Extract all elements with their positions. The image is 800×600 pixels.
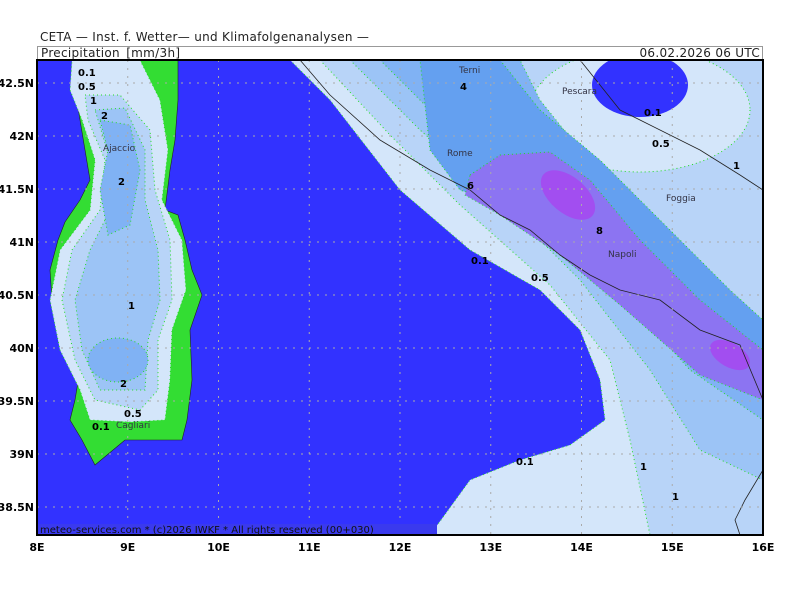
city-ajaccio: Ajaccio: [103, 144, 136, 154]
lat-tick-label: 42.5N: [0, 77, 34, 90]
lat-tick-label: 42N: [9, 130, 34, 143]
title-bar: [37, 46, 763, 60]
contour-label: 8: [596, 226, 603, 237]
contour-label: 0.1: [92, 422, 110, 433]
contour-label: 0.5: [652, 139, 670, 150]
organization-title: CETA — Inst. f. Wetter— und Klimafolgena…: [40, 30, 370, 44]
contour-label: 0.5: [124, 409, 142, 420]
contour-label: 2: [101, 111, 108, 122]
island-precip-2: [99, 119, 141, 236]
contour-label: 1: [90, 96, 97, 107]
lat-tick-label: 40N: [9, 342, 34, 355]
contour-label: 2: [120, 379, 127, 390]
valid-datetime: 06.02.2026 06 UTC: [639, 46, 760, 60]
lat-lon-grid: [37, 60, 763, 535]
lat-tick-label: 41N: [9, 236, 34, 249]
contour-label: 4: [460, 82, 467, 93]
lat-tick-label: 39.5N: [0, 395, 34, 408]
contour-label: 1: [733, 161, 740, 172]
lat-tick-label: 38.5N: [0, 501, 34, 514]
lon-tick-label: 11E: [298, 541, 321, 554]
city-pescara: Pescara: [562, 87, 597, 97]
map-fields: [37, 60, 763, 535]
city-foggia: Foggia: [666, 194, 696, 204]
contour-label: 0.5: [78, 82, 96, 93]
lon-tick-label: 10E: [207, 541, 230, 554]
lon-tick-label: 15E: [661, 541, 684, 554]
contour-label: 1: [128, 301, 135, 312]
lon-tick-label: 14E: [570, 541, 593, 554]
no-precip-adriatic: [592, 60, 688, 117]
map-frame: [36, 59, 764, 536]
contour-label: 0.1: [471, 256, 489, 267]
coastline-calabria: [734, 469, 763, 535]
lon-tick-label: 16E: [752, 541, 775, 554]
city-cagliari: Cagliari: [116, 421, 150, 431]
contour-label: 0.1: [78, 68, 96, 79]
lon-tick-label: 8E: [29, 541, 44, 554]
contour-label: 1: [640, 462, 647, 473]
map-title: Precipitation_[mm/3h]: [41, 46, 181, 60]
precip-6: [464, 151, 763, 401]
precip-8-b: [710, 339, 750, 371]
city-terni: Terni: [458, 66, 480, 76]
contour-label: 6: [467, 181, 474, 192]
lat-tick-label: 41.5N: [0, 183, 34, 196]
lat-tick-label: 39N: [9, 448, 34, 461]
island-precip-2-south: [87, 337, 149, 383]
coastline-tyrrhenian: [299, 60, 763, 401]
axis-ticks: 8E 9E 10E 11E 12E 13E 14E 15E 16E42.5N42N41.5N41…: [0, 77, 774, 554]
contour-label: 0.1: [644, 108, 662, 119]
precip-8-a: [540, 170, 596, 220]
copyright-footer: meteo-services.com * (c)2026 IWKF * All …: [40, 525, 374, 536]
contour-label: 0.5: [531, 273, 549, 284]
coastline-adriatic: [579, 60, 763, 191]
lon-tick-label: 12E: [389, 541, 412, 554]
lat-tick-label: 40.5N: [0, 289, 34, 302]
precip-0.5: [319, 60, 763, 535]
lon-tick-label: 9E: [120, 541, 135, 554]
city-rome: Rome: [447, 149, 473, 159]
contour-label: 1: [672, 492, 679, 503]
contour-label: 0.1: [516, 457, 534, 468]
city-napoli: Napoli: [608, 250, 636, 260]
footer-strip: [37, 524, 437, 535]
lon-tick-label: 13E: [479, 541, 502, 554]
contour-label: 2: [118, 177, 125, 188]
island-precip-1: [74, 107, 161, 391]
